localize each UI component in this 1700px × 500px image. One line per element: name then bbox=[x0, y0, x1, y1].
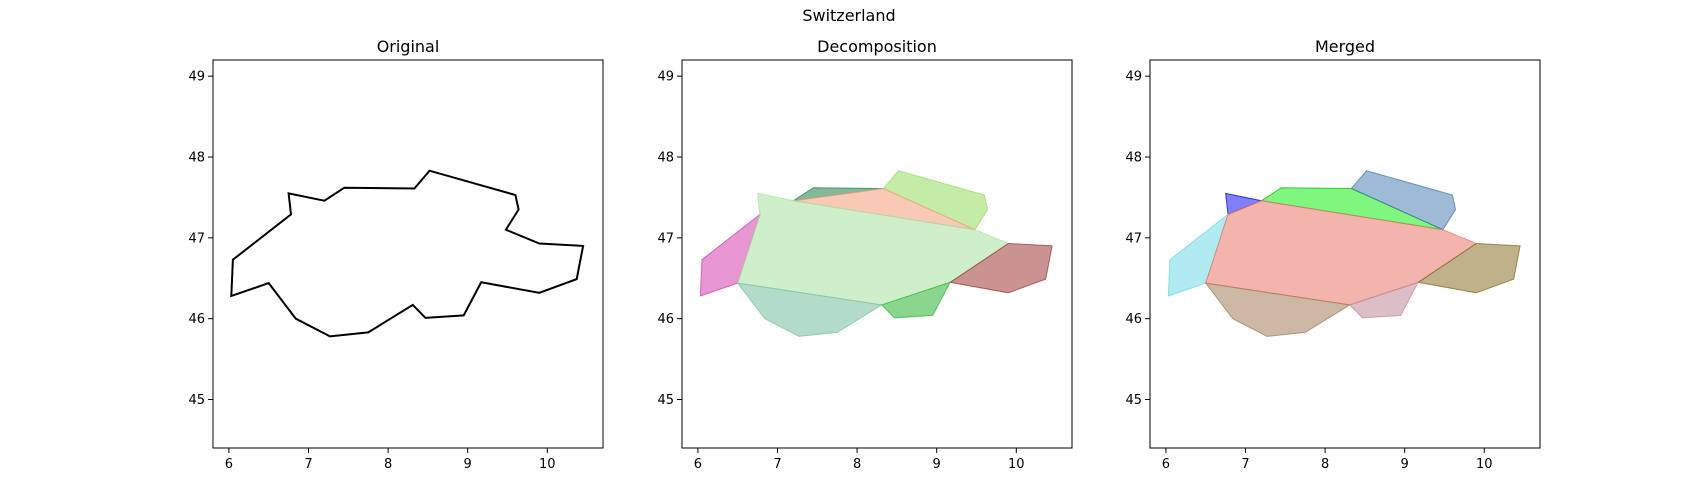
x-tick-label: 9 bbox=[464, 457, 472, 472]
x-tick-label: 8 bbox=[384, 457, 392, 472]
polygon-6 bbox=[1416, 242, 1521, 294]
x-tick-label: 7 bbox=[773, 457, 781, 472]
y-tick-label: 45 bbox=[1125, 393, 1142, 408]
y-tick-label: 45 bbox=[657, 393, 674, 408]
y-tick-label: 47 bbox=[657, 231, 674, 246]
x-tick-label: 9 bbox=[1401, 457, 1409, 472]
polygon-3 bbox=[1350, 170, 1457, 231]
subplot-1: Original 6 7 8 9 10 45 46 47 48 49 bbox=[188, 37, 604, 472]
x-tick-label: 6 bbox=[225, 457, 233, 472]
y-tick-label: 49 bbox=[1125, 70, 1142, 85]
y-tick-label: 46 bbox=[188, 312, 205, 327]
subplot-title: Merged bbox=[1315, 37, 1375, 56]
x-tick-label: 9 bbox=[933, 457, 941, 472]
polygon-7 bbox=[1348, 281, 1420, 319]
y-tick-label: 49 bbox=[188, 70, 205, 85]
polygon-1 bbox=[230, 169, 585, 338]
y-tick-label: 45 bbox=[188, 393, 205, 408]
x-tick-label: 10 bbox=[539, 457, 556, 472]
figure-suptitle: Switzerland bbox=[802, 6, 895, 25]
x-tick-label: 8 bbox=[853, 457, 861, 472]
subplot-title: Decomposition bbox=[817, 37, 937, 56]
y-tick-label: 48 bbox=[1125, 151, 1142, 166]
subplot-panels: Original 6 7 8 9 10 45 46 47 48 49 Decomposition 6 7 8… bbox=[188, 37, 1541, 472]
axes-frame bbox=[1149, 59, 1541, 449]
y-tick-label: 49 bbox=[657, 70, 674, 85]
axes-frame bbox=[681, 59, 1073, 449]
x-tick-label: 7 bbox=[1241, 457, 1249, 472]
y-tick-label: 47 bbox=[188, 231, 205, 246]
x-tick-label: 8 bbox=[1321, 457, 1329, 472]
subplot-3: Merged 6 7 8 9 10 45 46 47 48 49 bbox=[1125, 37, 1541, 472]
y-tick-label: 46 bbox=[657, 312, 674, 327]
polygon-8 bbox=[1204, 282, 1352, 337]
y-tick-label: 47 bbox=[1125, 231, 1142, 246]
x-tick-label: 10 bbox=[1476, 457, 1493, 472]
polygon-6 bbox=[948, 242, 1053, 294]
subplot-2: Decomposition 6 7 8 9 10 45 46 47 48 49 bbox=[657, 37, 1073, 472]
axes-frame bbox=[212, 59, 604, 449]
x-tick-label: 10 bbox=[1008, 457, 1025, 472]
y-tick-label: 48 bbox=[657, 151, 674, 166]
x-tick-label: 6 bbox=[1162, 457, 1170, 472]
subplot-title: Original bbox=[377, 37, 440, 56]
y-tick-label: 48 bbox=[188, 151, 205, 166]
polygon-7 bbox=[880, 281, 952, 319]
x-tick-label: 7 bbox=[304, 457, 312, 472]
polygon-8 bbox=[736, 282, 884, 337]
x-tick-label: 6 bbox=[694, 457, 702, 472]
y-tick-label: 46 bbox=[1125, 312, 1142, 327]
